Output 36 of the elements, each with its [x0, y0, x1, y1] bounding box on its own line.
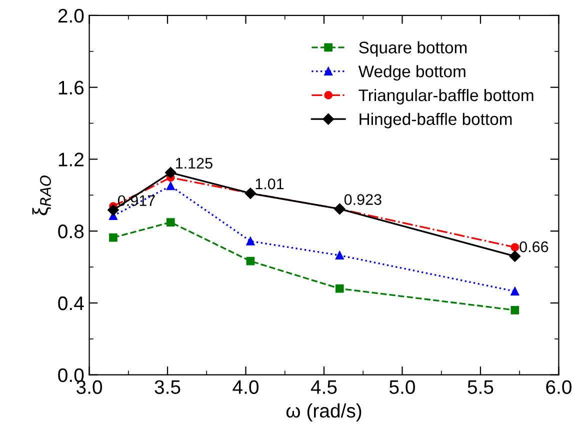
legend-label: Hinged-baffle bottom: [360, 112, 512, 128]
legend-label: Wedge bottom: [358, 65, 466, 81]
x-tick-label: 3.5: [154, 380, 180, 394]
point: [166, 182, 175, 190]
x-tick-label: 4.5: [310, 380, 337, 394]
x-tick-label: 4.0: [232, 380, 259, 394]
legend-label: Square bottom: [359, 41, 467, 57]
point: [246, 236, 255, 246]
point: [108, 204, 119, 216]
point: [335, 251, 344, 260]
data-label: 0.923: [344, 194, 382, 205]
point: [166, 218, 175, 226]
y-tick-label: 0.4: [58, 296, 84, 310]
point: [510, 243, 520, 252]
x-tick-label: 6.0: [546, 380, 572, 394]
point: [510, 306, 520, 314]
point: [509, 250, 521, 262]
point: [246, 256, 255, 266]
data-label: 1.01: [256, 178, 284, 190]
x-tick-label: 5.5: [468, 380, 494, 394]
point: [335, 284, 344, 293]
y-tick-label: 0.0: [58, 368, 84, 382]
data-label: 1.125: [176, 158, 212, 169]
y-tick-label: 1.6: [58, 80, 84, 95]
legend-label: Triangular-baffle bottom: [358, 88, 534, 104]
point: [165, 167, 176, 178]
x-tick-label: 3.0: [76, 380, 102, 394]
x-axis-title: ω (rad/s): [286, 403, 362, 422]
y-tick-label: 1.2: [58, 152, 84, 166]
x-tick-label: 5.0: [390, 380, 415, 394]
y-tick-label: 0.8: [58, 224, 84, 238]
y-axis-title: ξ$_{RAO}$: [32, 176, 52, 216]
point: [109, 233, 118, 242]
y-tick-label: 2.0: [58, 8, 84, 23]
point: [510, 287, 520, 296]
data-label: 0.66: [520, 241, 548, 252]
